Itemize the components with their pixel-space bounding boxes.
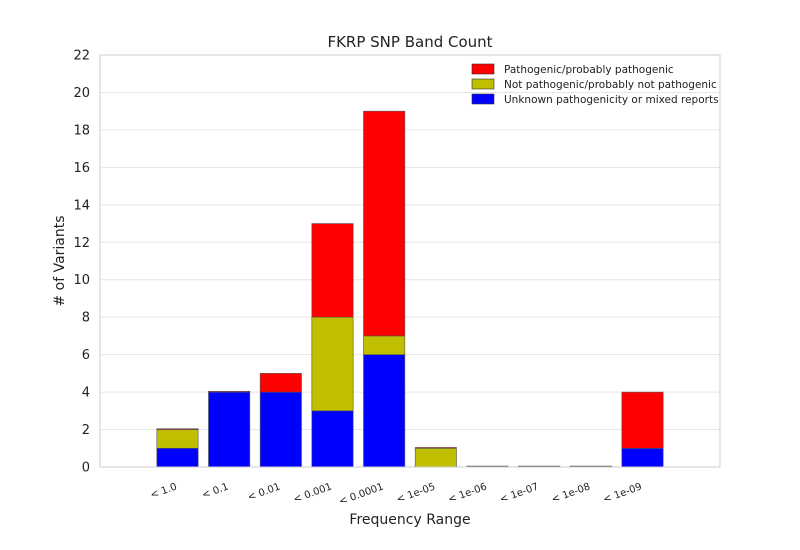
x-axis-title: Frequency Range (349, 512, 470, 528)
x-tick-label: < 1e-06 (447, 481, 489, 505)
bar-segment (311, 316, 354, 412)
y-tick-label: 6 (82, 348, 90, 363)
bar-segment (208, 390, 251, 393)
x-tick-label: < 1e-07 (498, 481, 540, 505)
x-tick-label: < 0.01 (246, 481, 282, 503)
x-axis-ticks: < 1.0 < 0.1 < 0.01 < 0.001 < 0.0001 < 1e-05 < … (149, 481, 644, 507)
x-tick-label: < 1e-05 (395, 481, 437, 505)
bar-segment (414, 447, 457, 468)
bar-segment (363, 110, 406, 337)
bar-segment (311, 410, 354, 468)
bar-segment (156, 429, 199, 449)
legend-swatch (471, 63, 495, 75)
bar-segment (363, 354, 406, 468)
x-tick-label: < 0.0001 (338, 481, 386, 507)
plot-frame (99, 54, 721, 468)
y-axis-ticks: 0 2 4 6 8 10 12 14 16 18 20 22 (73, 49, 90, 476)
chart-title: FKRP SNP Band Count (327, 33, 492, 51)
y-tick-label: 20 (73, 86, 90, 101)
x-tick-label: < 0.1 (201, 481, 231, 501)
bar-segment (311, 223, 354, 318)
y-tick-label: 0 (82, 461, 90, 476)
bars (156, 110, 664, 468)
y-tick-label: 18 (73, 123, 90, 138)
y-tick-label: 2 (82, 423, 90, 438)
bar-segment (414, 447, 457, 449)
y-tick-label: 4 (82, 386, 90, 401)
y-tick-label: 14 (73, 198, 90, 213)
legend: Pathogenic/probably pathogenic Not pathog… (471, 63, 719, 106)
bar-segment (363, 335, 406, 355)
y-tick-label: 22 (73, 49, 90, 64)
bar-segment (259, 391, 302, 468)
y-tick-label: 12 (73, 236, 90, 251)
bar-segment (156, 447, 199, 468)
bar-segment (621, 391, 664, 449)
y-axis-title: # of Variants (52, 215, 68, 306)
legend-label: Pathogenic/probably pathogenic (504, 64, 674, 76)
y-tick-label: 8 (82, 311, 90, 326)
bar-segment (621, 447, 664, 468)
bar-segment (259, 373, 302, 393)
x-tick-label: < 1.0 (149, 481, 179, 501)
y-tick-label: 10 (73, 273, 90, 288)
y-tick-label: 16 (73, 161, 90, 176)
bar-segment (208, 391, 251, 468)
x-tick-label: < 1e-09 (602, 481, 644, 505)
legend-label: Not pathogenic/probably not pathogenic (504, 79, 717, 91)
bar-segment (156, 428, 199, 430)
legend-swatch (471, 93, 495, 105)
legend-swatch (471, 78, 495, 90)
legend-label: Unknown pathogenicity or mixed reports (504, 94, 719, 106)
x-tick-label: < 0.001 (292, 481, 334, 505)
x-tick-label: < 1e-08 (550, 481, 592, 505)
